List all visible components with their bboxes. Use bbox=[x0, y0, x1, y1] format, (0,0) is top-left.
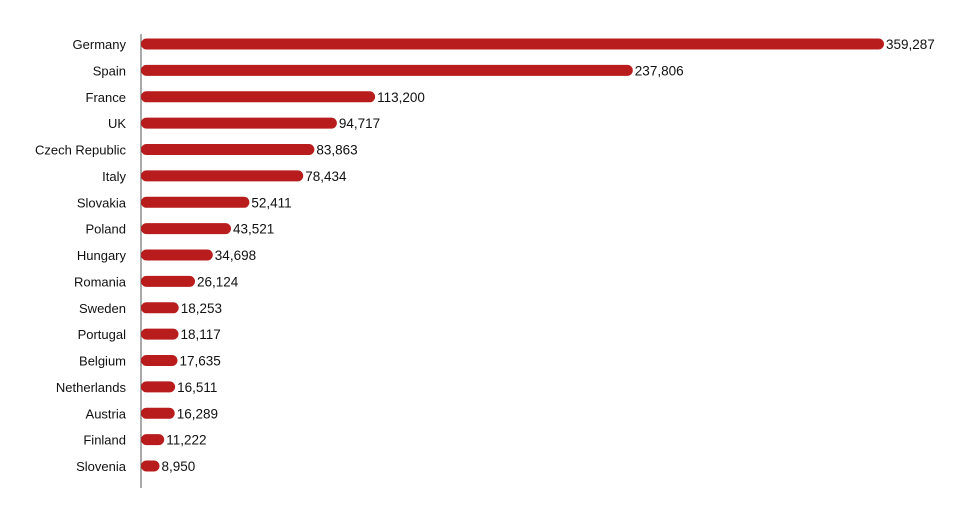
value-label-sweden: 18,253 bbox=[181, 301, 222, 316]
category-label-hungary: Hungary bbox=[77, 248, 127, 263]
bar-austria bbox=[141, 407, 175, 419]
value-label-spain: 237,806 bbox=[635, 63, 684, 78]
bar-germany bbox=[141, 38, 884, 50]
bar-slovenia bbox=[141, 460, 160, 472]
category-label-slovakia: Slovakia bbox=[77, 195, 127, 210]
category-label-belgium: Belgium bbox=[79, 354, 126, 369]
value-label-germany: 359,287 bbox=[886, 37, 935, 52]
category-label-italy: Italy bbox=[102, 169, 126, 184]
value-label-czech-republic: 83,863 bbox=[316, 143, 357, 158]
category-label-germany: Germany bbox=[73, 37, 127, 52]
value-label-slovakia: 52,411 bbox=[251, 195, 291, 210]
bar-portugal bbox=[141, 328, 179, 340]
bars-group bbox=[141, 38, 884, 472]
bar-spain bbox=[141, 64, 633, 76]
value-label-slovenia: 8,950 bbox=[162, 459, 196, 474]
bar-finland bbox=[141, 434, 165, 446]
bar-belgium bbox=[141, 355, 178, 366]
value-label-france: 113,200 bbox=[377, 90, 425, 105]
bar-netherlands bbox=[141, 381, 176, 393]
category-label-france: France bbox=[86, 90, 126, 105]
value-label-italy: 78,434 bbox=[305, 169, 347, 184]
category-label-slovenia: Slovenia bbox=[76, 459, 127, 474]
category-label-uk: UK bbox=[108, 116, 126, 131]
bar-poland bbox=[141, 223, 231, 235]
value-label-netherlands: 16,511 bbox=[177, 380, 217, 395]
bar-sweden bbox=[141, 302, 179, 314]
category-label-portugal: Portugal bbox=[78, 327, 127, 342]
value-labels-group: 359,287 237,806 113,200 94,717 83,863 78,434 5… bbox=[162, 37, 935, 474]
bar-hungary bbox=[141, 249, 213, 261]
category-label-sweden: Sweden bbox=[79, 301, 126, 316]
bar-romania bbox=[141, 275, 195, 287]
bar-slovakia bbox=[141, 196, 250, 208]
category-label-finland: Finland bbox=[83, 433, 126, 448]
category-label-poland: Poland bbox=[86, 222, 126, 237]
value-label-poland: 43,521 bbox=[233, 222, 274, 237]
category-label-austria: Austria bbox=[86, 406, 127, 421]
category-label-czech-republic: Czech Republic bbox=[35, 143, 127, 158]
category-label-spain: Spain bbox=[93, 63, 126, 78]
bar-uk bbox=[141, 117, 337, 129]
bar-italy bbox=[141, 170, 304, 182]
value-label-belgium: 17,635 bbox=[180, 354, 221, 369]
value-label-austria: 16,289 bbox=[177, 406, 218, 421]
bar-france bbox=[141, 91, 376, 103]
category-labels-group: Germany Spain France UK Czech Republic Italy S… bbox=[35, 37, 127, 474]
value-label-uk: 94,717 bbox=[339, 116, 380, 131]
category-label-netherlands: Netherlands bbox=[56, 380, 127, 395]
bar-czech-republic bbox=[141, 144, 315, 155]
category-label-romania: Romania bbox=[74, 274, 127, 289]
value-label-portugal: 18,117 bbox=[181, 327, 221, 342]
value-label-finland: 11,222 bbox=[166, 433, 206, 448]
value-label-romania: 26,124 bbox=[197, 274, 239, 289]
value-label-hungary: 34,698 bbox=[215, 248, 256, 263]
